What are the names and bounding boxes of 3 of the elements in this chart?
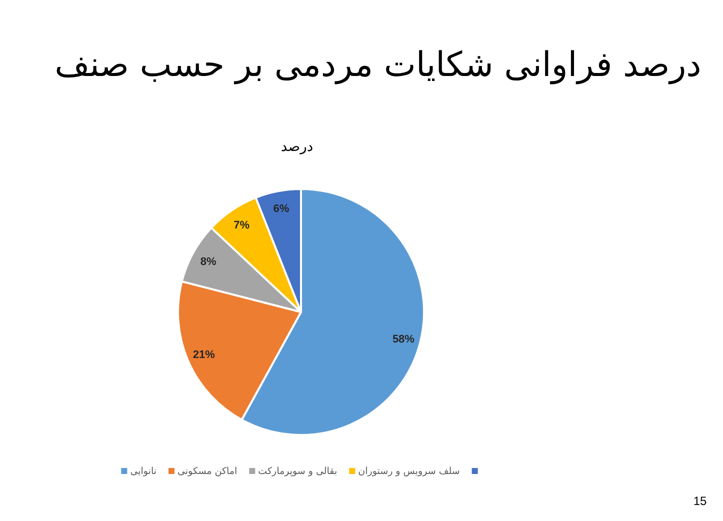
subtitle: درصد	[280, 139, 314, 155]
title: درصد فراوانی شکایات مردمی بر حسب صنف	[54, 45, 702, 85]
legend-label: نانوایی	[130, 466, 156, 477]
